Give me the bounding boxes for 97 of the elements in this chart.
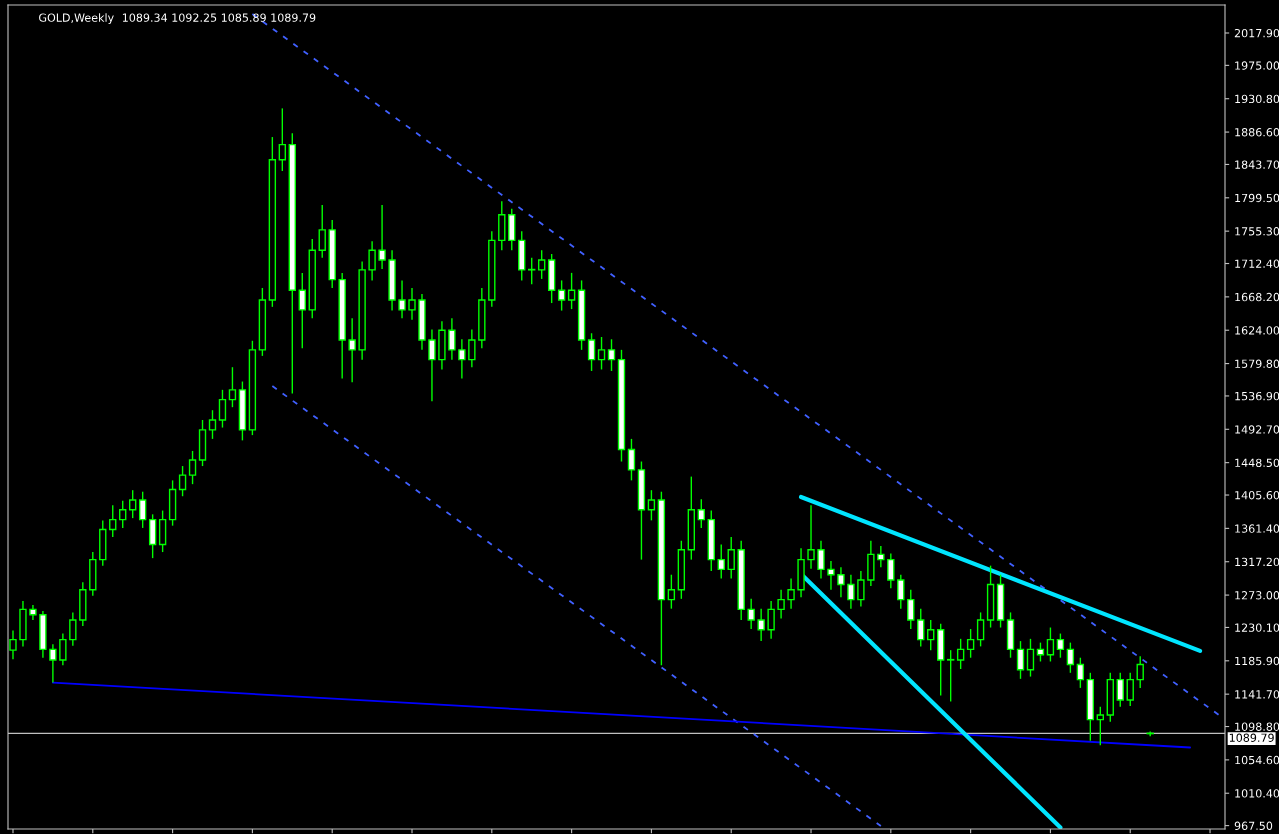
candlestick (458, 338, 466, 380)
y-tick-label: 1141.70 (1235, 690, 1279, 699)
candlestick (877, 545, 885, 568)
y-tick-label: 1010.40 (1235, 789, 1279, 798)
candlestick (228, 366, 237, 408)
candlestick (567, 272, 576, 310)
y-tick-label: 1317.20 (1235, 557, 1279, 567)
y-tick-label: 1843.70 (1235, 160, 1279, 169)
y-tick-label: 1536.90 (1235, 391, 1279, 401)
y-tick-label: 1273.00 (1235, 591, 1279, 600)
candlestick (647, 489, 656, 522)
candlestick (956, 638, 965, 670)
candlestick (138, 491, 147, 529)
candlestick (448, 317, 456, 361)
y-tick-label: 1712.40 (1235, 259, 1279, 268)
y-tick-label: 1579.80 (1235, 359, 1279, 368)
y-tick-label: 1230.10 (1235, 623, 1279, 632)
candlestick (278, 107, 287, 172)
candlestick (318, 204, 326, 259)
candlestick (69, 611, 77, 647)
candlestick (1076, 657, 1085, 689)
candlestick (1056, 632, 1065, 659)
y-tick-label: 967.50 (1234, 821, 1273, 830)
candlestick (767, 600, 775, 640)
candlestick (398, 279, 406, 319)
candlestick (837, 566, 845, 599)
y-tick-label: 1448.50 (1235, 458, 1279, 468)
candlestick (9, 629, 17, 660)
candlestick (1116, 672, 1124, 708)
candlestick (946, 649, 955, 703)
candlestick (817, 540, 825, 580)
candlestick (847, 574, 855, 610)
candlestick (188, 450, 197, 485)
candlestick (368, 240, 376, 282)
y-tick-label: 1668.20 (1235, 292, 1279, 302)
y-tick-label: 2017.90 (1234, 28, 1279, 38)
candlestick (597, 336, 606, 371)
candlestick (897, 574, 905, 610)
candlestick (218, 389, 227, 429)
y-tick-label: 1930.80 (1235, 94, 1279, 104)
candlestick (917, 607, 925, 648)
candlestick (468, 328, 476, 368)
candlestick (697, 498, 705, 529)
candlestick (109, 504, 117, 538)
candlestick (807, 504, 815, 570)
candlestick (966, 628, 975, 659)
candlestick (667, 574, 676, 610)
ref-line-label: 1089.79 (1229, 733, 1274, 742)
text: GOLD,Weekly (39, 13, 114, 24)
candlestick (727, 536, 735, 580)
candlestick (1096, 706, 1104, 746)
candlestick (378, 204, 386, 270)
candlestick (907, 589, 915, 630)
candlestick (627, 438, 636, 482)
candlestick (208, 409, 217, 440)
candlestick (119, 500, 127, 529)
y-tick-label: 1886.60 (1235, 128, 1279, 137)
candlestick (827, 560, 835, 591)
y-tick-label: 1975.00 (1235, 61, 1279, 70)
candlestick (1046, 626, 1055, 663)
y-tick-label: 1755.30 (1235, 227, 1279, 236)
y-tick-label: 1185.90 (1235, 656, 1279, 666)
candlestick (1126, 672, 1134, 707)
candlestick (1026, 638, 1035, 678)
y-tick-label: 1361.40 (1235, 524, 1279, 533)
y-tick-label: 1405.60 (1235, 491, 1279, 500)
candlestick (1136, 655, 1144, 689)
candlestick (587, 332, 596, 372)
candlestick (537, 249, 546, 280)
candlestick (557, 279, 566, 312)
candlestick (777, 589, 785, 620)
candlestick (178, 465, 187, 497)
candlestick (927, 619, 935, 651)
y-tick-label: 1799.50 (1235, 193, 1279, 203)
candlestick (408, 287, 416, 321)
candlestick (887, 552, 895, 589)
text: 1089.34 1092.25 1085.89 1089.79 (122, 13, 316, 22)
candlestick (1066, 641, 1075, 674)
y-tick-label: 1492.70 (1235, 425, 1279, 434)
y-tick-label: 1098.80 (1235, 722, 1279, 731)
y-tick-label: 1624.00 (1235, 326, 1279, 335)
candlestick (428, 328, 436, 402)
candlestick (129, 489, 137, 519)
candlestick (857, 570, 865, 608)
candlestick (757, 607, 765, 642)
candlestick (49, 643, 57, 684)
candlestick (717, 543, 725, 580)
candlestick (348, 317, 356, 383)
candlestick (976, 611, 985, 648)
candlestick (298, 272, 306, 350)
y-tick-label: 1054.60 (1235, 755, 1279, 765)
candlestick (607, 338, 616, 372)
candlestick (528, 257, 536, 285)
candlestick (1016, 640, 1025, 680)
candlestick (747, 598, 755, 630)
candlestick (787, 577, 795, 610)
candlestick (59, 632, 67, 666)
